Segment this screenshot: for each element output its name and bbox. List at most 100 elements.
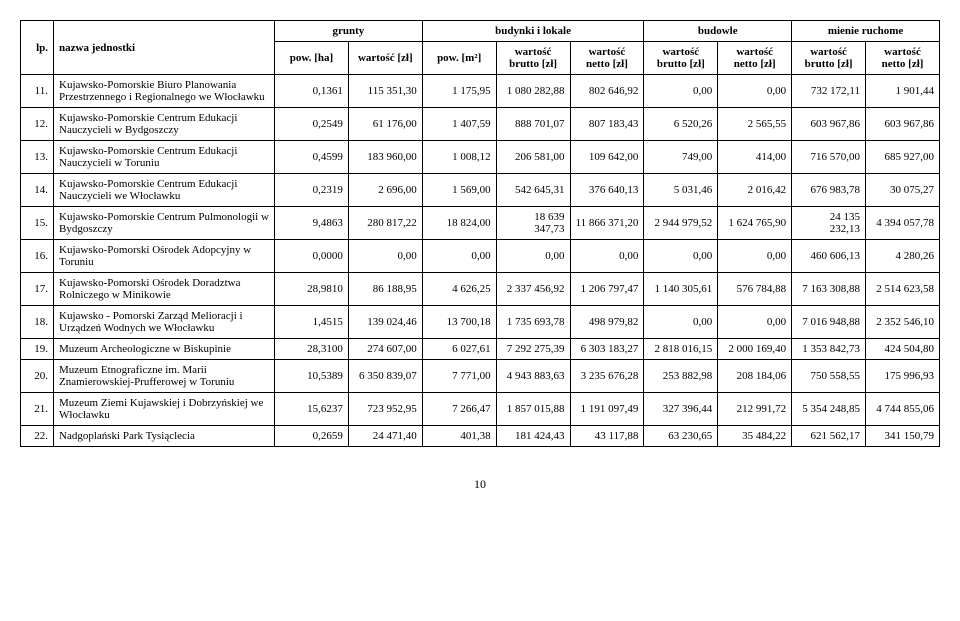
cell-value: 28,9810	[275, 273, 349, 306]
cell-value: 24 471,40	[348, 426, 422, 447]
cell-value: 4 280,26	[866, 240, 940, 273]
cell-value: 1 569,00	[422, 174, 496, 207]
cell-value: 749,00	[644, 141, 718, 174]
cell-value: 7 163 308,88	[792, 273, 866, 306]
cell-value: 1 140 305,61	[644, 273, 718, 306]
cell-value: 109 642,00	[570, 141, 644, 174]
cell-value: 61 176,00	[348, 108, 422, 141]
cell-lp: 15.	[21, 207, 54, 240]
cell-value: 15,6237	[275, 393, 349, 426]
cell-value: 4 626,25	[422, 273, 496, 306]
cell-value: 208 184,06	[718, 360, 792, 393]
cell-value: 4 943 883,63	[496, 360, 570, 393]
cell-name: Kujawsko-Pomorskie Centrum Pulmonologii …	[54, 207, 275, 240]
cell-value: 6 350 839,07	[348, 360, 422, 393]
cell-lp: 16.	[21, 240, 54, 273]
cell-value: 253 882,98	[644, 360, 718, 393]
header-budowle: budowle	[644, 21, 792, 42]
cell-value: 376 640,13	[570, 174, 644, 207]
cell-lp: 13.	[21, 141, 54, 174]
cell-value: 28,3100	[275, 339, 349, 360]
cell-value: 183 960,00	[348, 141, 422, 174]
cell-value: 175 996,93	[866, 360, 940, 393]
cell-name: Muzeum Etnograficzne im. Marii Znamierow…	[54, 360, 275, 393]
cell-value: 0,2319	[275, 174, 349, 207]
cell-value: 1 735 693,78	[496, 306, 570, 339]
cell-value: 139 024,46	[348, 306, 422, 339]
cell-value: 3 235 676,28	[570, 360, 644, 393]
cell-value: 341 150,79	[866, 426, 940, 447]
cell-value: 0,4599	[275, 141, 349, 174]
cell-value: 1 175,95	[422, 75, 496, 108]
cell-value: 1 407,59	[422, 108, 496, 141]
cell-value: 63 230,65	[644, 426, 718, 447]
cell-value: 0,00	[644, 240, 718, 273]
cell-value: 888 701,07	[496, 108, 570, 141]
cell-value: 723 952,95	[348, 393, 422, 426]
cell-value: 7 292 275,39	[496, 339, 570, 360]
cell-name: Kujawsko-Pomorski Ośrodek Doradztwa Roln…	[54, 273, 275, 306]
cell-value: 2 944 979,52	[644, 207, 718, 240]
cell-value: 0,00	[718, 75, 792, 108]
table-row: 22.Nadgoplański Park Tysiąclecia0,265924…	[21, 426, 940, 447]
table-row: 21.Muzeum Ziemi Kujawskiej i Dobrzyńskie…	[21, 393, 940, 426]
cell-value: 1 857 015,88	[496, 393, 570, 426]
cell-value: 2 352 546,10	[866, 306, 940, 339]
table-row: 12.Kujawsko-Pomorskie Centrum Edukacji N…	[21, 108, 940, 141]
cell-value: 7 016 948,88	[792, 306, 866, 339]
header-w-brutto-3: wartość brutto [zł]	[792, 42, 866, 75]
cell-value: 1 206 797,47	[570, 273, 644, 306]
header-w-brutto-1: wartość brutto [zł]	[496, 42, 570, 75]
cell-value: 732 172,11	[792, 75, 866, 108]
cell-value: 621 562,17	[792, 426, 866, 447]
cell-lp: 20.	[21, 360, 54, 393]
cell-value: 0,0000	[275, 240, 349, 273]
header-wartosc-zl: wartość [zł]	[348, 42, 422, 75]
header-name: nazwa jednostki	[54, 21, 275, 75]
cell-value: 2 514 623,58	[866, 273, 940, 306]
cell-value: 181 424,43	[496, 426, 570, 447]
table-row: 15.Kujawsko-Pomorskie Centrum Pulmonolog…	[21, 207, 940, 240]
cell-value: 1 008,12	[422, 141, 496, 174]
cell-value: 460 606,13	[792, 240, 866, 273]
cell-value: 13 700,18	[422, 306, 496, 339]
header-grunty: grunty	[275, 21, 423, 42]
cell-value: 0,00	[644, 75, 718, 108]
cell-value: 0,00	[422, 240, 496, 273]
cell-value: 685 927,00	[866, 141, 940, 174]
cell-lp: 19.	[21, 339, 54, 360]
cell-value: 1,4515	[275, 306, 349, 339]
cell-value: 0,00	[496, 240, 570, 273]
header-w-brutto-2: wartość brutto [zł]	[644, 42, 718, 75]
header-mienie: mienie ruchome	[792, 21, 940, 42]
table-row: 16.Kujawsko-Pomorski Ośrodek Adopcyjny w…	[21, 240, 940, 273]
table-row: 11.Kujawsko-Pomorskie Biuro Planowania P…	[21, 75, 940, 108]
cell-value: 603 967,86	[792, 108, 866, 141]
cell-lp: 17.	[21, 273, 54, 306]
cell-value: 280 817,22	[348, 207, 422, 240]
cell-value: 10,5389	[275, 360, 349, 393]
cell-name: Kujawsko-Pomorskie Centrum Edukacji Nauc…	[54, 108, 275, 141]
cell-value: 2 337 456,92	[496, 273, 570, 306]
cell-value: 24 135 232,13	[792, 207, 866, 240]
cell-value: 6 520,26	[644, 108, 718, 141]
table-row: 17.Kujawsko-Pomorski Ośrodek Doradztwa R…	[21, 273, 940, 306]
cell-value: 206 581,00	[496, 141, 570, 174]
cell-value: 0,2549	[275, 108, 349, 141]
cell-value: 2 000 169,40	[718, 339, 792, 360]
cell-value: 2 016,42	[718, 174, 792, 207]
cell-name: Kujawsko-Pomorski Ośrodek Adopcyjny w To…	[54, 240, 275, 273]
cell-value: 0,00	[570, 240, 644, 273]
cell-value: 0,1361	[275, 75, 349, 108]
cell-value: 750 558,55	[792, 360, 866, 393]
cell-value: 716 570,00	[792, 141, 866, 174]
header-w-netto-2: wartość netto [zł]	[718, 42, 792, 75]
cell-value: 0,00	[718, 240, 792, 273]
cell-value: 1 624 765,90	[718, 207, 792, 240]
header-budynki: budynki i lokale	[422, 21, 644, 42]
cell-value: 676 983,78	[792, 174, 866, 207]
header-lp: lp.	[21, 21, 54, 75]
cell-name: Kujawsko - Pomorski Zarząd Melioracji i …	[54, 306, 275, 339]
cell-name: Kujawsko-Pomorskie Centrum Edukacji Nauc…	[54, 174, 275, 207]
cell-value: 115 351,30	[348, 75, 422, 108]
